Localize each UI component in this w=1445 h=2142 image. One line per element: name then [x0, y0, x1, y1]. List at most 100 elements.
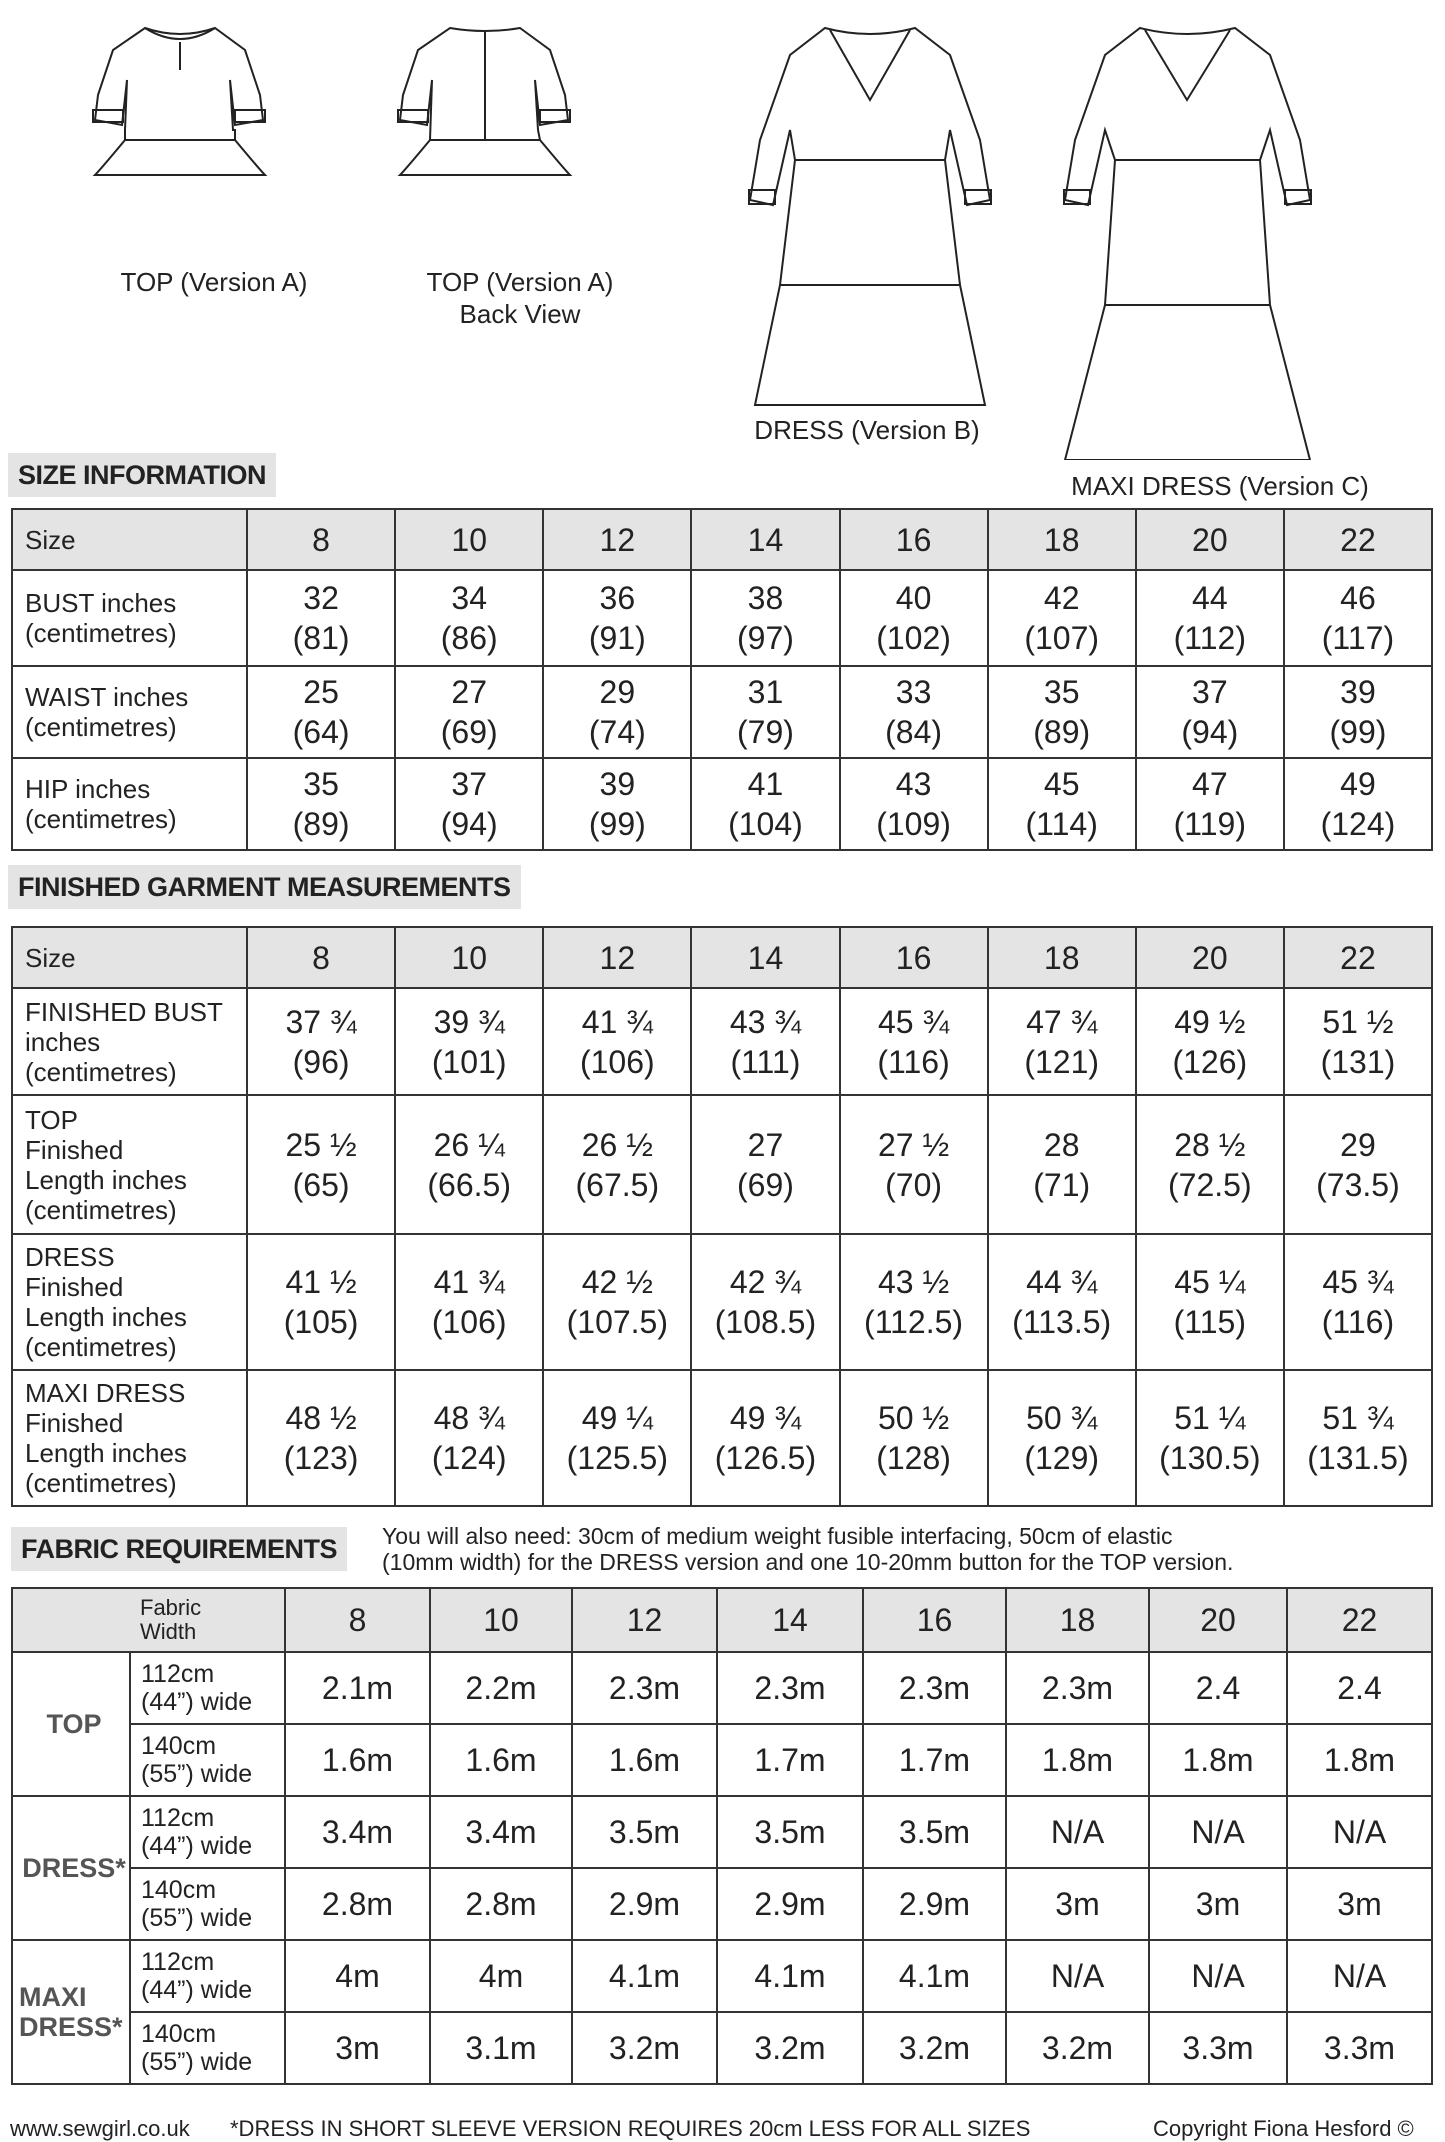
- measurement-cell: 49 (124): [1282, 757, 1434, 851]
- text-line: (106): [579, 1043, 655, 1080]
- size-header-label: Size: [11, 508, 248, 571]
- text-line: (55”) wide: [141, 1904, 253, 1932]
- finished-garment-table: Size 8 10 12 14 16 18 20 22 FINISHED BUST inches (c…: [11, 926, 1434, 1507]
- text-line: (centimetres): [25, 804, 177, 834]
- text-line: (105): [283, 1304, 359, 1340]
- fabric-amount-cell: 3.3m: [1286, 2011, 1433, 2085]
- measurement-cell: 26 ¼ (66.5): [394, 1094, 545, 1235]
- measurement-cell: 48 ¾ (124): [394, 1369, 545, 1507]
- text-line: (111): [730, 1043, 801, 1080]
- text-line: (94): [1181, 714, 1239, 750]
- text-line: MAXI: [19, 1982, 87, 2012]
- text-line: (124): [1320, 806, 1396, 842]
- fabric-amount-cell: 3.1m: [429, 2011, 573, 2085]
- measurement-cell: 32 (81): [245, 569, 397, 667]
- fabric-amount-cell: 4.1m: [716, 1939, 864, 2013]
- text-line: (131): [1320, 1043, 1396, 1080]
- size-header-20: 20: [1134, 508, 1285, 571]
- fabric-amount-cell: 2.4: [1148, 1651, 1288, 1725]
- text-line: (108.5): [714, 1304, 817, 1340]
- text-line: 38: [747, 580, 784, 616]
- garment-group-label: MAXI DRESS*: [11, 1939, 131, 2085]
- size-header-22: 22: [1286, 1587, 1433, 1653]
- row-label: WAIST inches (centimetres): [11, 665, 248, 759]
- text-line: 41: [747, 766, 784, 802]
- measurement-cell: 27 (69): [394, 665, 545, 759]
- measurement-cell: 25 (64): [245, 665, 397, 759]
- dress-label: DRESS (Version B): [754, 414, 979, 446]
- footnote: *DRESS IN SHORT SLEEVE VERSION REQUIRES …: [230, 2116, 1031, 2141]
- measurement-cell: 28 (71): [986, 1094, 1137, 1235]
- text-line: (125.5): [566, 1440, 668, 1476]
- text-line: 41 ¾: [433, 1264, 505, 1300]
- text-line: Length inches: [25, 1302, 187, 1332]
- text-line: 49: [1340, 766, 1376, 802]
- text-line: (centimetres): [25, 1056, 177, 1087]
- measurement-cell: 51 ½ (131): [1282, 987, 1434, 1096]
- text-line: 45 ¾: [877, 1003, 950, 1040]
- measurement-cell: 37 ¾ (96): [245, 987, 397, 1096]
- text-line: (centimetres): [25, 1332, 177, 1362]
- text-line: (centimetres): [25, 618, 177, 648]
- text-line: 40: [895, 580, 932, 616]
- fabric-amount-cell: N/A: [1286, 1795, 1433, 1869]
- text-line: (centimetres): [25, 1194, 177, 1225]
- text-line: (123): [283, 1440, 359, 1476]
- website-link[interactable]: www.sewgirl.co.uk: [10, 2116, 190, 2141]
- text-line: (centimetres): [25, 712, 177, 742]
- fabric-amount-cell: 4.1m: [862, 1939, 1007, 2013]
- table-row: MAXI DRESS* 112cm (44”) wide 4m 4m 4.1m 4.1m 4.1…: [11, 1939, 1433, 2085]
- table-row: TOP 112cm (44”) wide 2.1m 2.2m 2.3m 2.3m 2.3m 2.…: [11, 1651, 1433, 1797]
- text-line: 45: [1043, 766, 1080, 802]
- text-line: 42: [1043, 580, 1080, 616]
- measurement-cell: 39 ¾ (101): [394, 987, 545, 1096]
- text-line: 48 ½: [285, 1400, 357, 1436]
- text-line: Width: [140, 1619, 197, 1644]
- text-line: inches: [25, 1026, 101, 1057]
- fabric-amount-cell: 1.8m: [1286, 1723, 1433, 1797]
- text-line: 27 ½: [877, 1126, 950, 1163]
- fabric-amount-cell: 1.6m: [284, 1723, 431, 1797]
- text-line: 140cm: [141, 1876, 217, 1904]
- table-row: BUST inches (centimetres) 32 (81) 34 (86) 36 (9…: [11, 569, 1434, 667]
- text-line: 48 ¾: [433, 1400, 505, 1436]
- fabric-amount-cell: 3m: [1286, 1867, 1433, 1941]
- header-row: Size 8 10 12 14 16 18 20 22: [11, 508, 1434, 571]
- text-line: HIP inches: [25, 774, 151, 804]
- garment-group-label: DRESS*: [11, 1795, 131, 1941]
- fabric-amount-cell: 3.4m: [284, 1795, 431, 1869]
- text-line: (126.5): [714, 1440, 817, 1476]
- text-line: (89): [292, 806, 350, 842]
- fabric-amount-cell: 2.2m: [429, 1651, 573, 1725]
- fabric-note: You will also need: 30cm of medium weigh…: [382, 1523, 1233, 1575]
- text-line: 29: [599, 674, 636, 710]
- measurement-cell: 38 (97): [690, 569, 841, 667]
- measurement-cell: 49 ½ (126): [1134, 987, 1285, 1096]
- fabric-amount-cell: 3.3m: [1148, 2011, 1288, 2085]
- text-line: 26 ¼: [433, 1126, 505, 1163]
- text-line: Finished: [25, 1408, 124, 1438]
- measurement-cell: 46 (117): [1282, 569, 1434, 667]
- text-line: 28: [1043, 1126, 1080, 1163]
- fabric-amount-cell: 1.8m: [1148, 1723, 1288, 1797]
- size-header-12: 12: [571, 1587, 718, 1653]
- fabric-amount-cell: 2.8m: [429, 1867, 573, 1941]
- fabric-amount-cell: 3.5m: [862, 1795, 1007, 1869]
- table-row: WAIST inches (centimetres) 25 (64) 27 (69) 29 (…: [11, 665, 1434, 759]
- maxi-dress-version-c-illustration: [1063, 26, 1312, 460]
- size-header-8: 8: [245, 508, 397, 571]
- fabric-width-cell: 112cm (44”) wide: [129, 1651, 286, 1725]
- table-row: MAXI DRESS Finished Length inches (centimet…: [11, 1369, 1434, 1507]
- copyright: Copyright Fiona Hesford ©: [1153, 2116, 1414, 2141]
- fabric-amount-cell: 3.4m: [429, 1795, 573, 1869]
- text-line: (107.5): [566, 1304, 668, 1340]
- table-row: DRESS* 112cm (44”) wide 3.4m 3.4m 3.5m 3.5m 3.5…: [11, 1795, 1433, 1941]
- measurement-cell: 45 ¼ (115): [1134, 1233, 1285, 1371]
- text-line: (44”) wide: [141, 1832, 253, 1860]
- text-line: 27: [451, 674, 487, 710]
- text-line: 51 ¾: [1322, 1400, 1394, 1436]
- measurement-cell: 45 ¾ (116): [838, 987, 989, 1096]
- measurement-cell: 39 (99): [1282, 665, 1434, 759]
- text-line: 50 ½: [877, 1400, 950, 1436]
- text-line: 25: [303, 674, 339, 710]
